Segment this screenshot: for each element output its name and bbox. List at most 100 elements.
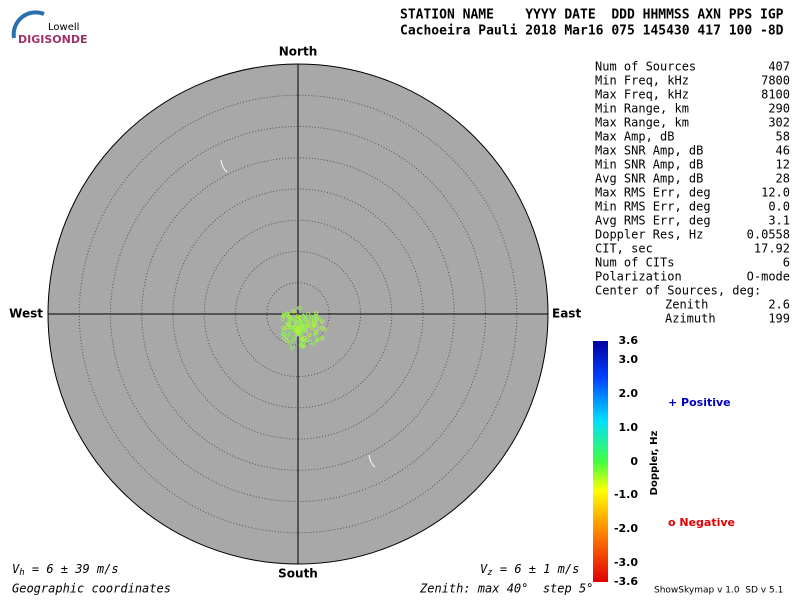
stat-label: CIT, sec bbox=[595, 242, 653, 256]
stat-label: Max RMS Err, deg bbox=[595, 186, 711, 200]
logo-swoosh bbox=[11, 10, 45, 39]
source-dot bbox=[289, 326, 294, 331]
source-dot bbox=[300, 336, 305, 342]
source-dot bbox=[287, 314, 292, 319]
colorbar-tick: -3.6 bbox=[614, 575, 638, 588]
positive-legend: + Positive bbox=[668, 396, 731, 409]
azimuth-value: 199 bbox=[768, 312, 790, 326]
source-dot bbox=[295, 319, 300, 324]
source-dot bbox=[309, 325, 315, 331]
source-dot bbox=[297, 305, 302, 311]
zenith-text: Zenith: max 40° step 5° bbox=[419, 582, 593, 596]
south-label: South bbox=[278, 567, 318, 581]
stat-value: 8100 bbox=[761, 88, 790, 102]
source-dot bbox=[314, 329, 319, 335]
stat-value: 0.0 bbox=[768, 200, 790, 214]
stat-label: Min Range, km bbox=[595, 102, 689, 116]
logo-top: Lowell bbox=[48, 22, 79, 33]
colorbar-tick: -3.0 bbox=[614, 556, 638, 569]
stat-value: O-mode bbox=[747, 270, 790, 284]
source-dot bbox=[284, 338, 290, 343]
stat-label: Avg RMS Err, deg bbox=[595, 214, 711, 228]
source-dot bbox=[291, 309, 296, 314]
source-dot bbox=[322, 327, 327, 332]
source-dot bbox=[306, 317, 311, 323]
vh-text: Vh = 6 ± 39 m/s bbox=[12, 562, 119, 578]
stat-value: 7800 bbox=[761, 74, 790, 88]
source-dot bbox=[298, 325, 304, 331]
stat-value: 17.92 bbox=[754, 242, 790, 256]
stat-value: 58 bbox=[776, 130, 790, 144]
version-text: ShowSkymap v 1.0 SD v 5.1 bbox=[654, 586, 783, 596]
stat-value: 12.0 bbox=[761, 186, 790, 200]
source-dot bbox=[291, 328, 297, 333]
azimuth-label: Azimuth bbox=[665, 312, 716, 326]
source-dot bbox=[298, 343, 303, 348]
source-dot bbox=[309, 314, 315, 320]
zenith-label: Zenith bbox=[665, 298, 708, 312]
stat-label: Doppler Res, Hz bbox=[595, 228, 703, 242]
stat-label: Polarization bbox=[595, 270, 682, 284]
source-dot bbox=[307, 332, 312, 337]
logo-bottom: DIGISONDE bbox=[18, 33, 87, 46]
stat-label: Min RMS Err, deg bbox=[595, 200, 711, 214]
source-dot bbox=[296, 331, 301, 336]
source-dot bbox=[315, 337, 320, 342]
coords-text: Geographic coordinates bbox=[12, 582, 171, 596]
source-dot bbox=[308, 340, 313, 345]
source-dot bbox=[320, 319, 325, 324]
source-dot bbox=[290, 345, 295, 350]
source-dot bbox=[303, 316, 308, 321]
stat-label: Min Freq, kHz bbox=[595, 74, 689, 88]
header-values: Cachoeira Pauli 2018 Mar16 075 145430 41… bbox=[400, 24, 784, 39]
colorbar-tick: 3.0 bbox=[619, 353, 639, 366]
colorbar bbox=[593, 341, 608, 582]
source-dot bbox=[301, 313, 306, 319]
stat-label: Num of Sources bbox=[595, 60, 696, 74]
west-label: West bbox=[9, 307, 43, 321]
stat-value: 407 bbox=[768, 60, 790, 74]
source-dot bbox=[307, 323, 312, 328]
trace bbox=[368, 454, 376, 468]
source-dot bbox=[285, 325, 290, 330]
colorbar-tick: 1.0 bbox=[619, 421, 639, 434]
negative-legend: o Negative bbox=[668, 516, 735, 529]
colorbar-tick: 3.6 bbox=[619, 334, 639, 347]
source-dot bbox=[316, 326, 322, 331]
source-dot bbox=[319, 335, 325, 341]
stat-label: Num of CITs bbox=[595, 256, 674, 270]
colorbar-label: Doppler, Hz bbox=[649, 431, 660, 496]
vz-text: Vz = 6 ± 1 m/s bbox=[480, 562, 579, 578]
stat-value: 12 bbox=[776, 158, 790, 172]
stat-label: Min SNR Amp, dB bbox=[595, 158, 703, 172]
source-dot bbox=[297, 315, 302, 320]
stat-value: 302 bbox=[768, 116, 790, 130]
source-dot bbox=[306, 311, 311, 317]
source-dot bbox=[311, 323, 317, 328]
source-dot bbox=[281, 312, 286, 317]
source-dot bbox=[314, 311, 319, 316]
stat-value: 6 bbox=[783, 256, 790, 270]
source-dot bbox=[314, 316, 319, 321]
stat-value: 0.0558 bbox=[747, 228, 790, 242]
north-label: North bbox=[279, 45, 317, 59]
source-dot bbox=[285, 334, 290, 339]
colorbar-tick: 2.0 bbox=[619, 387, 639, 400]
source-dot bbox=[282, 328, 287, 334]
stat-label: Max Range, km bbox=[595, 116, 689, 130]
header-columns: STATION NAME YYYY DATE DDD HHMMSS AXN PP… bbox=[400, 8, 784, 23]
source-dot bbox=[287, 331, 292, 336]
stat-label: Max Freq, kHz bbox=[595, 88, 689, 102]
source-dot bbox=[282, 336, 287, 341]
zenith-value: 2.6 bbox=[768, 298, 790, 312]
stat-label: Max SNR Amp, dB bbox=[595, 144, 703, 158]
source-dot bbox=[301, 320, 306, 325]
stat-value: 28 bbox=[776, 172, 790, 186]
source-dot bbox=[288, 340, 293, 345]
source-dot bbox=[285, 321, 290, 326]
stat-label: Avg SNR Amp, dB bbox=[595, 172, 703, 186]
center-title: Center of Sources, deg: bbox=[595, 284, 761, 298]
source-dot bbox=[289, 316, 294, 321]
colorbar-tick: -2.0 bbox=[614, 522, 638, 535]
colorbar-tick: 0 bbox=[630, 455, 638, 468]
